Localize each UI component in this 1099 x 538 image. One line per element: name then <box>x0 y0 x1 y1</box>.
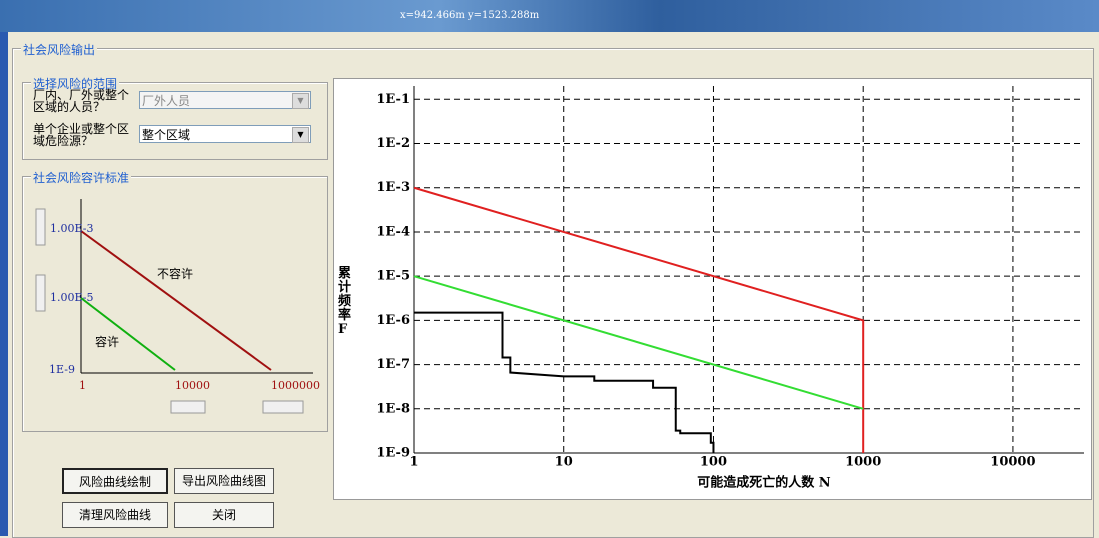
coords: x=942.466m y=1523.288m <box>400 10 539 21</box>
inset-y-label: 1E-9 <box>49 363 75 376</box>
button[interactable]: 关闭 <box>174 502 274 528</box>
y-tick-label: 1E-2 <box>376 136 410 151</box>
inset-x-label: 10000 <box>175 379 210 392</box>
y-tick-label: 1E-6 <box>376 313 410 328</box>
standard-group: 社会风险容许标准 1.00E-3 1.00E-5 1E-9 1 10000 10… <box>22 176 328 432</box>
inset-y-label: 1.00E-5 <box>50 291 93 304</box>
field-label: 单个企业或整个区域危险源？ <box>33 123 135 147</box>
x-tick-label: 100 <box>700 455 727 470</box>
field-label: 厂内、厂外或整个区域的人员？ <box>33 89 135 113</box>
x-tick-label: 10000 <box>990 455 1035 470</box>
y-tick-label: 1E-1 <box>376 92 410 107</box>
y-tick-label: 1E-7 <box>376 357 410 372</box>
y-tick-label: 1E-3 <box>376 180 410 195</box>
x-tick-label: 10 <box>555 455 573 470</box>
inset-y-label: 1.00E-3 <box>50 222 93 235</box>
combo[interactable]: 厂外人员 ▼ <box>139 91 311 109</box>
button[interactable]: 风险曲线绘制 <box>62 468 168 494</box>
combo-value: 厂外人员 <box>142 94 190 108</box>
chart: 可能造成死亡的人数 N 1E-1 1E-2 1E-3 1E-4 1E-5 1E-6 1E-7… <box>334 79 1091 499</box>
x-axis-label: 可能造成死亡的人数 N <box>697 475 831 491</box>
y-tick-label: 1E-5 <box>376 269 410 284</box>
button[interactable]: 导出风险曲线图 <box>174 468 274 494</box>
inset-x-label: 1000000 <box>271 379 320 392</box>
series-line <box>414 276 863 409</box>
spinner[interactable] <box>36 209 45 245</box>
spinner[interactable] <box>36 275 45 311</box>
spinner[interactable] <box>263 401 303 413</box>
region-label: 不容许 <box>157 265 193 282</box>
combo[interactable]: 整个区域 ▼ <box>139 125 311 143</box>
spinner[interactable] <box>171 401 205 413</box>
y-tick-label: 1E-9 <box>376 446 410 461</box>
combo-value: 整个区域 <box>142 128 190 142</box>
x-tick-label: 1000 <box>845 455 881 470</box>
x-tick-label: 1 <box>409 455 418 470</box>
window-title: 社会风险输出 <box>21 41 97 58</box>
combo-arrow[interactable]: ▼ <box>292 93 309 109</box>
side-strip <box>0 32 8 536</box>
y-tick-label: 1E-4 <box>376 224 410 239</box>
y-tick-label: 1E-8 <box>376 401 410 416</box>
scope-group: 选择风险的范围 厂内、厂外或整个区域的人员？ 厂外人员▼ 单个企业或整个区域危险… <box>22 82 328 160</box>
chart-panel: 可能造成死亡的人数 N 1E-1 1E-2 1E-3 1E-4 1E-5 1E-6 1E-7… <box>333 78 1092 500</box>
button[interactable]: 清理风险曲线 <box>62 502 168 528</box>
y-axis-label: 累计频率F <box>338 267 352 337</box>
region-label: 容许 <box>95 333 119 350</box>
combo-arrow[interactable]: ▼ <box>292 127 309 143</box>
inset-x-label: 1 <box>79 379 86 392</box>
inset <box>23 177 327 431</box>
top-bar: x=942.466m y=1523.288m <box>0 0 1099 32</box>
page: x=942.466m y=1523.288m 社会风险输出 选择风险的范围 厂内… <box>0 0 1099 536</box>
